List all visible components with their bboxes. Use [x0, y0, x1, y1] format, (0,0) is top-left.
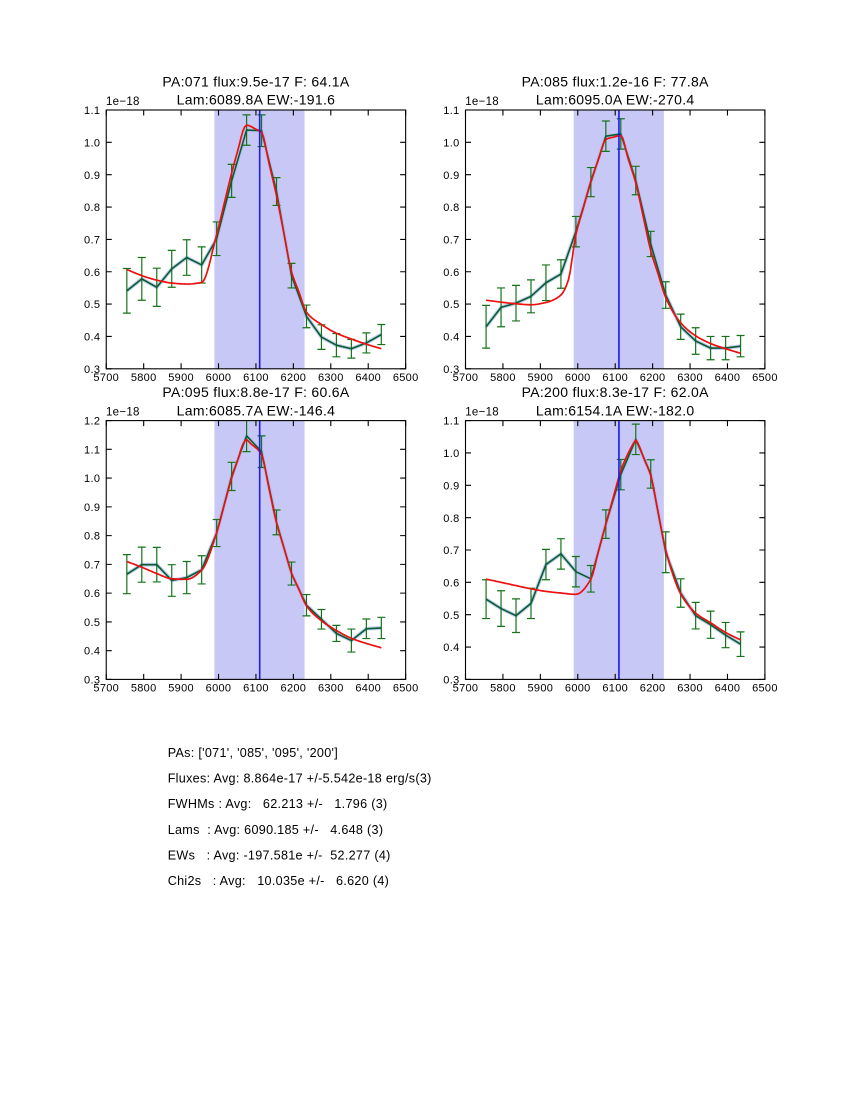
svg-text:5800: 5800: [490, 683, 516, 695]
svg-text:5800: 5800: [131, 683, 157, 695]
svg-text:6500: 6500: [393, 372, 419, 384]
svg-text:0.5: 0.5: [443, 610, 459, 622]
svg-text:Fluxes: Avg: 8.864e-17 +/-5.54: Fluxes: Avg: 8.864e-17 +/-5.542e-18 erg/…: [168, 772, 432, 786]
svg-text:Lam:6085.7A EW:-146.4: Lam:6085.7A EW:-146.4: [177, 402, 336, 418]
svg-text:6500: 6500: [752, 683, 778, 695]
svg-text:6000: 6000: [565, 372, 591, 384]
svg-text:1e−18: 1e−18: [106, 96, 140, 108]
svg-text:5800: 5800: [131, 372, 157, 384]
svg-text:5900: 5900: [168, 683, 194, 695]
svg-text:Lams : Avg: 6090.185 +/- 4.: Lams : Avg: 6090.185 +/- 4.648 (3): [168, 823, 384, 837]
svg-text:5900: 5900: [528, 683, 554, 695]
svg-text:6400: 6400: [715, 372, 741, 384]
svg-text:5900: 5900: [168, 372, 194, 384]
svg-text:0.9: 0.9: [84, 502, 100, 514]
svg-text:6100: 6100: [602, 683, 628, 695]
svg-text:PA:200 flux:8.3e-17 F: 62.0A: PA:200 flux:8.3e-17 F: 62.0A: [522, 384, 710, 400]
svg-text:6400: 6400: [355, 372, 381, 384]
svg-text:5700: 5700: [453, 372, 479, 384]
svg-text:0.8: 0.8: [84, 202, 100, 214]
svg-text:0.4: 0.4: [84, 332, 100, 344]
svg-text:Lam:6154.1A EW:-182.0: Lam:6154.1A EW:-182.0: [536, 402, 695, 418]
svg-text:0.3: 0.3: [443, 675, 459, 687]
svg-text:6200: 6200: [640, 372, 666, 384]
svg-text:0.9: 0.9: [443, 170, 459, 182]
svg-text:6300: 6300: [318, 683, 344, 695]
svg-text:1.1: 1.1: [84, 444, 100, 456]
svg-text:0.7: 0.7: [443, 235, 459, 247]
svg-text:5800: 5800: [490, 372, 516, 384]
svg-text:6000: 6000: [206, 683, 232, 695]
svg-text:6300: 6300: [677, 372, 703, 384]
svg-text:0.8: 0.8: [443, 202, 459, 214]
svg-text:Chi2s : Avg: 10.035e +/-: Chi2s : Avg: 10.035e +/- 6.620 (4): [168, 874, 389, 888]
svg-text:0.7: 0.7: [443, 545, 459, 557]
svg-text:1e−18: 1e−18: [465, 96, 499, 108]
svg-text:0.8: 0.8: [443, 513, 459, 525]
svg-text:0.4: 0.4: [443, 332, 459, 344]
svg-text:Lam:6095.0A EW:-270.4: Lam:6095.0A EW:-270.4: [536, 92, 695, 108]
svg-text:PA:085 flux:1.2e-16 F: 77.8A: PA:085 flux:1.2e-16 F: 77.8A: [522, 73, 710, 89]
svg-text:1.0: 1.0: [443, 448, 459, 460]
svg-text:5700: 5700: [93, 683, 119, 695]
svg-text:6300: 6300: [677, 683, 703, 695]
svg-text:PA:095 flux:8.8e-17 F: 60.6A: PA:095 flux:8.8e-17 F: 60.6A: [162, 384, 350, 400]
svg-text:0.6: 0.6: [84, 588, 100, 600]
svg-text:6200: 6200: [281, 683, 307, 695]
svg-text:0.4: 0.4: [443, 642, 459, 654]
svg-text:6100: 6100: [243, 683, 269, 695]
svg-text:6100: 6100: [602, 372, 628, 384]
svg-text:0.5: 0.5: [84, 617, 100, 629]
svg-text:0.7: 0.7: [84, 559, 100, 571]
svg-text:0.3: 0.3: [84, 675, 100, 687]
svg-text:6400: 6400: [715, 683, 741, 695]
svg-text:5900: 5900: [528, 372, 554, 384]
svg-text:0.5: 0.5: [443, 299, 459, 311]
svg-text:0.3: 0.3: [84, 364, 100, 376]
svg-text:PAs: ['071', '085', '095', '20: PAs: ['071', '085', '095', '200']: [168, 746, 338, 760]
svg-text:1.0: 1.0: [84, 473, 100, 485]
svg-text:Lam:6089.8A EW:-191.6: Lam:6089.8A EW:-191.6: [177, 92, 336, 108]
svg-text:0.6: 0.6: [84, 267, 100, 279]
svg-text:PA:071 flux:9.5e-17 F: 64.1A: PA:071 flux:9.5e-17 F: 64.1A: [162, 73, 350, 89]
svg-text:1.1: 1.1: [443, 416, 459, 428]
svg-text:0.9: 0.9: [84, 170, 100, 182]
svg-text:6400: 6400: [355, 683, 381, 695]
svg-text:FWHMs : Avg: 62.213 +/- 1.: FWHMs : Avg: 62.213 +/- 1.796 (3): [168, 797, 388, 811]
svg-text:0.6: 0.6: [443, 577, 459, 589]
svg-text:0.7: 0.7: [84, 235, 100, 247]
svg-text:6300: 6300: [318, 372, 344, 384]
svg-text:6500: 6500: [752, 372, 778, 384]
svg-text:5700: 5700: [93, 372, 119, 384]
svg-text:0.3: 0.3: [443, 364, 459, 376]
svg-text:0.6: 0.6: [443, 267, 459, 279]
svg-text:6000: 6000: [206, 372, 232, 384]
svg-text:1.0: 1.0: [84, 137, 100, 149]
svg-text:5700: 5700: [453, 683, 479, 695]
svg-text:1e−18: 1e−18: [465, 407, 499, 419]
svg-text:6500: 6500: [393, 683, 419, 695]
svg-text:6200: 6200: [640, 683, 666, 695]
svg-text:1e−18: 1e−18: [106, 407, 140, 419]
svg-text:EWs : Avg: -197.581e +/- 52: EWs : Avg: -197.581e +/- 52.277 (4): [168, 848, 391, 862]
svg-text:0.5: 0.5: [84, 299, 100, 311]
svg-text:0.9: 0.9: [443, 480, 459, 492]
svg-text:6000: 6000: [565, 683, 591, 695]
svg-text:1.1: 1.1: [443, 105, 459, 117]
svg-text:1.1: 1.1: [84, 105, 100, 117]
svg-text:1.0: 1.0: [443, 137, 459, 149]
svg-text:6100: 6100: [243, 372, 269, 384]
svg-text:6200: 6200: [281, 372, 307, 384]
svg-text:0.4: 0.4: [84, 646, 100, 658]
svg-text:1.2: 1.2: [84, 416, 100, 428]
svg-text:0.8: 0.8: [84, 531, 100, 543]
